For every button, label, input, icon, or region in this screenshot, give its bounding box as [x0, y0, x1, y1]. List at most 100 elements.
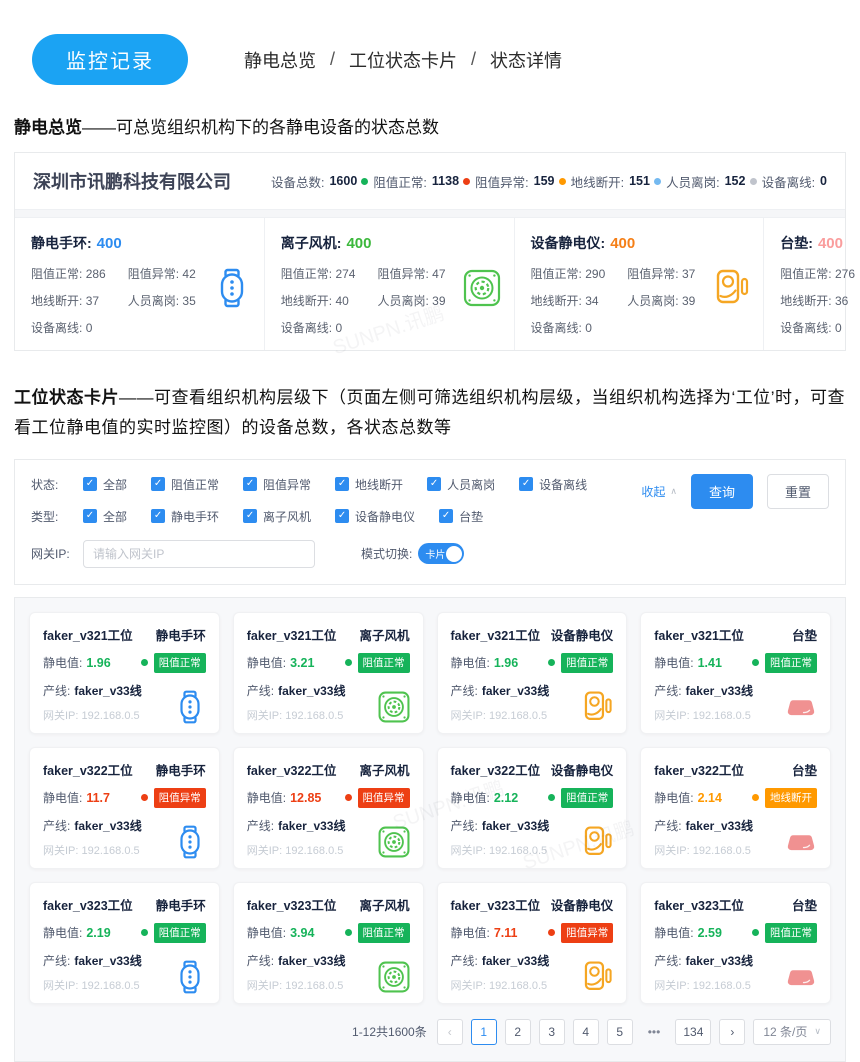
device-stats: 阻值正常: 290 阻值异常: 37 地线断开: 34 人员离岗: 39 设备离…	[531, 265, 748, 336]
station-card[interactable]: faker_v323工位 设备静电仪 静电值: 7.11 阻值异常 产线: fake…	[436, 881, 628, 1004]
mode-toggle[interactable]: 卡片	[418, 543, 465, 564]
company-name: 深圳市讯鹏科技有限公司	[33, 172, 231, 192]
status-dot-icon	[140, 794, 148, 801]
device-stat: 设备离线: 0	[31, 321, 93, 335]
nav-item-status-detail[interactable]: 状态详情	[490, 50, 563, 71]
line-value: faker_v33线	[74, 818, 142, 833]
checkbox-checked-icon[interactable]: ✓	[83, 509, 97, 523]
station-card[interactable]: faker_v323工位 离子风机 静电值: 3.94 阻值正常 产线: faker…	[232, 881, 424, 1004]
static-value: 1.96	[493, 655, 519, 670]
device-type-total: 400	[610, 235, 636, 252]
checkbox-checked-icon[interactable]: ✓	[151, 509, 166, 523]
status-group: 阻值异常	[548, 922, 614, 943]
station-card[interactable]: faker_v322工位 设备静电仪 静电值: 2.12 阻值正常 产线: fake…	[436, 746, 628, 869]
checkbox-checked-icon[interactable]: ✓	[335, 477, 350, 491]
gateway-row: 网关IP: 192.168.0.5	[654, 844, 751, 857]
page-button[interactable]: 4	[572, 1018, 599, 1045]
station-card[interactable]: faker_v321工位 离子风机 静电值: 3.21 阻值正常 产线: faker…	[232, 611, 424, 734]
next-page-button[interactable]: ›	[719, 1018, 746, 1045]
status-badge: 阻值正常	[153, 922, 206, 943]
station-device-type: 静电手环	[155, 763, 206, 778]
station-card[interactable]: faker_v321工位 设备静电仪 静电值: 1.96 阻值正常 产线: fake…	[436, 611, 628, 734]
summary-stat-label: 阻值异常:	[475, 175, 529, 190]
nav-item-overview[interactable]: 静电总览	[244, 50, 316, 71]
station-card[interactable]: faker_v321工位 静电手环 静电值: 1.96 阻值正常 产线: faker…	[29, 611, 220, 734]
status-checkbox-item[interactable]: ✓ 阻值异常	[243, 476, 311, 493]
station-name: faker_v321工位	[654, 628, 744, 643]
station-name: faker_v322工位	[246, 763, 337, 778]
status-group: 阻值正常	[140, 652, 206, 673]
type-checkbox-item[interactable]: ✓ 静电手环	[151, 508, 219, 525]
status-checkbox-item[interactable]: ✓ 阻值正常	[151, 476, 219, 493]
status-checkbox-item[interactable]: ✓ 地线断开	[335, 476, 403, 493]
station-card[interactable]: faker_v322工位 台垫 静电值: 2.14 地线断开 产线: faker_v…	[640, 746, 831, 869]
station-name: faker_v322工位	[43, 763, 133, 778]
checkbox-checked-icon[interactable]: ✓	[519, 477, 534, 491]
station-device-type: 离子风机	[359, 763, 410, 778]
status-checkbox-item[interactable]: ✓ 全部	[83, 476, 127, 493]
station-card[interactable]: faker_v322工位 静电手环 静电值: 11.7 阻值异常 产线: faker…	[29, 746, 220, 869]
monitor-record-badge[interactable]: 监控记录	[32, 34, 188, 85]
line-row: 产线: faker_v33线	[43, 818, 142, 833]
station-card-header: faker_v322工位 设备静电仪	[451, 760, 614, 779]
checkbox-label: 全部	[103, 509, 128, 524]
page-button[interactable]: 1	[470, 1018, 497, 1045]
prev-page-button[interactable]: ‹	[436, 1018, 463, 1045]
status-badge: 阻值正常	[357, 922, 410, 943]
mode-switch-label: 模式切换:	[361, 547, 413, 561]
status-badge: 阻值异常	[561, 922, 614, 943]
chevron-up-icon: ∧	[670, 485, 677, 496]
station-value-row: 静电值: 1.96 阻值正常	[43, 652, 206, 673]
checkbox-checked-icon[interactable]: ✓	[427, 477, 442, 491]
type-checkbox-item[interactable]: ✓ 台垫	[439, 508, 483, 525]
device-stat: 阻值正常: 290	[530, 267, 606, 281]
wristband-icon	[173, 960, 207, 994]
mode-toggle-value: 卡片	[425, 550, 446, 561]
status-group: 阻值正常	[344, 922, 410, 943]
gateway-row: 网关IP: 192.168.0.5	[246, 844, 344, 857]
page-button[interactable]: 5	[606, 1018, 633, 1045]
checkbox-checked-icon[interactable]: ✓	[151, 477, 166, 491]
station-card[interactable]: faker_v323工位 台垫 静电值: 2.59 阻值正常 产线: faker_v…	[640, 881, 831, 1004]
checkbox-checked-icon[interactable]: ✓	[439, 509, 454, 523]
checkbox-checked-icon[interactable]: ✓	[335, 509, 350, 523]
station-device-type: 静电手环	[155, 898, 206, 913]
search-button[interactable]: 查询	[690, 473, 753, 509]
checkbox-checked-icon[interactable]: ✓	[83, 477, 97, 491]
page-button[interactable]: •••	[641, 1019, 668, 1045]
checkbox-label: 阻值正常	[171, 477, 220, 492]
type-checkbox-item[interactable]: ✓ 离子风机	[243, 508, 311, 525]
checkbox-checked-icon[interactable]: ✓	[243, 509, 258, 523]
page-size-select[interactable]: 12 条/页 ∨	[753, 1018, 831, 1045]
status-filter-row: 状态: ✓ 全部 ✓ 阻值正常 ✓ 阻值异常 ✓ 地线断开	[31, 476, 829, 493]
gateway-ip-input[interactable]	[83, 539, 315, 568]
type-checkbox-item[interactable]: ✓ 设备静电仪	[335, 508, 415, 525]
nav-item-station-cards[interactable]: 工位状态卡片	[349, 50, 458, 71]
page-button[interactable]: 2	[504, 1018, 531, 1045]
summary-stat-value: 1600	[329, 174, 358, 188]
page-button[interactable]: 134	[675, 1018, 712, 1045]
device-card-title: 静电手环: 400	[31, 233, 248, 253]
fan-icon	[377, 960, 411, 994]
status-group: 阻值异常	[140, 787, 206, 808]
checkbox-checked-icon[interactable]: ✓	[243, 477, 258, 491]
line-row: 产线: faker_v33线	[654, 683, 753, 698]
collapse-link[interactable]: 收起 ∧	[641, 484, 677, 499]
station-card[interactable]: faker_v323工位 静电手环 静电值: 2.19 阻值正常 产线: faker…	[29, 881, 220, 1004]
fan-icon	[377, 690, 411, 724]
status-group: 阻值正常	[140, 922, 206, 943]
station-device-type: 台垫	[791, 898, 817, 913]
summary-stat-label: 阻值正常:	[373, 175, 427, 190]
static-value-group: 静电值: 1.41	[654, 655, 722, 670]
gateway-row: 网关IP: 192.168.0.5	[246, 709, 344, 722]
reset-button[interactable]: 重置	[766, 473, 829, 509]
status-checkbox-item[interactable]: ✓ 人员离岗	[427, 476, 495, 493]
static-value: 2.19	[86, 925, 111, 940]
status-checkbox-item[interactable]: ✓ 设备离线	[519, 476, 587, 493]
type-checkbox-item[interactable]: ✓ 全部	[83, 508, 127, 525]
station-name: faker_v321工位	[246, 628, 337, 643]
station-card[interactable]: faker_v321工位 台垫 静电值: 1.41 阻值正常 产线: faker_v…	[640, 611, 831, 734]
station-card[interactable]: faker_v322工位 离子风机 静电值: 12.85 阻值异常 产线: fake…	[232, 746, 424, 869]
checkbox-label: 阻值异常	[263, 477, 312, 492]
page-button[interactable]: 3	[538, 1018, 565, 1045]
